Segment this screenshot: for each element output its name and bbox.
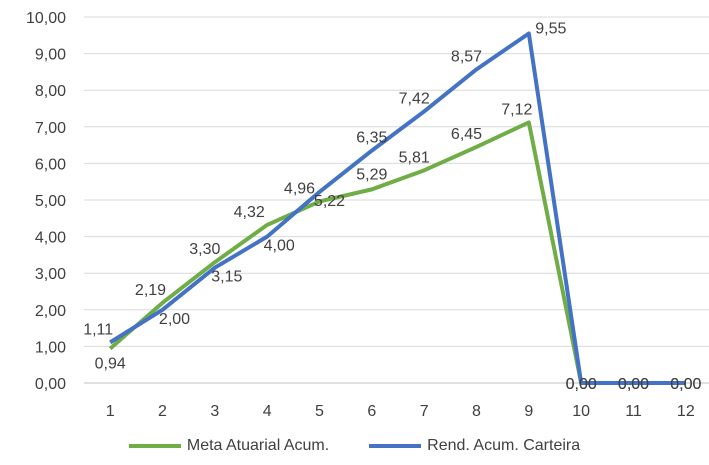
axes: 0,00 1,00 2,00 3,00 4,00 5,00 6,00 7,00 8,00 9,00… — [26, 10, 695, 420]
y-tick-label: 10,00 — [26, 10, 66, 27]
data-label: 0,00 — [566, 376, 597, 393]
data-label: 1,11 — [83, 321, 113, 338]
data-label: 5,29 — [356, 166, 387, 183]
data-label: 0,00 — [618, 376, 649, 393]
data-label: 0,94 — [95, 356, 126, 373]
x-tick-label: 5 — [315, 403, 324, 420]
legend-swatch-carteira — [369, 444, 422, 448]
line-chart: 0,00 1,00 2,00 3,00 4,00 5,00 6,00 7,00 8,00 9,00… — [26, 10, 709, 420]
data-label: 2,19 — [135, 282, 166, 299]
x-tick-label: 2 — [158, 403, 167, 420]
legend-item-meta: Meta Atuarial Acum. — [128, 437, 330, 455]
data-label: 8,57 — [451, 48, 482, 65]
data-label: 5,22 — [314, 193, 345, 210]
data-label: 0,00 — [566, 376, 597, 393]
x-tick-label: 4 — [263, 403, 272, 420]
data-label: 6,45 — [451, 126, 482, 143]
x-tick-label: 12 — [677, 403, 695, 420]
legend-label-carteira: Rend. Acum. Carteira — [427, 437, 581, 454]
data-label: 4,00 — [264, 238, 295, 255]
data-label: 5,81 — [399, 149, 430, 166]
y-tick-label: 7,00 — [35, 120, 66, 137]
data-label: 0,00 — [670, 376, 701, 393]
data-label: 7,42 — [399, 90, 430, 107]
data-label: 9,55 — [535, 20, 566, 37]
x-tick-label: 10 — [572, 403, 590, 420]
gridlines — [84, 16, 709, 384]
data-label: 0,00 — [670, 376, 701, 393]
data-label: 4,96 — [284, 180, 315, 197]
y-tick-label: 8,00 — [35, 83, 66, 100]
x-tick-label: 8 — [472, 403, 481, 420]
data-label: 7,12 — [501, 101, 532, 118]
data-label: 3,30 — [189, 241, 220, 258]
data-labels: 0,94 2,19 3,30 4,32 4,96 5,29 5,81 6,45 7,12 0,00… — [83, 20, 701, 393]
legend-swatch-meta — [128, 444, 181, 448]
legend-label-meta: Meta Atuarial Acum. — [186, 437, 330, 454]
y-tick-label: 3,00 — [35, 266, 66, 283]
y-tick-label: 0,00 — [35, 376, 66, 393]
data-label: 6,35 — [356, 130, 387, 147]
data-label: 3,15 — [211, 269, 242, 286]
x-tick-label: 6 — [367, 403, 376, 420]
x-tick-label: 11 — [625, 403, 642, 420]
series-lines — [108, 31, 686, 385]
data-label: 0,00 — [618, 376, 649, 393]
y-tick-label: 1,00 — [35, 339, 66, 356]
x-tick-label: 7 — [420, 403, 429, 420]
legend: Meta Atuarial Acum. Rend. Acum. Carteira — [0, 432, 709, 460]
data-label: 4,32 — [234, 204, 265, 221]
y-tick-label: 6,00 — [35, 156, 66, 173]
y-tick-label: 9,00 — [35, 47, 66, 64]
series-line-carteira — [109, 31, 686, 385]
data-label: 2,00 — [159, 311, 190, 328]
y-tick-label: 4,00 — [35, 230, 66, 247]
y-tick-label: 5,00 — [35, 193, 66, 210]
y-tick-label: 2,00 — [35, 303, 66, 320]
legend-item-carteira: Rend. Acum. Carteira — [369, 437, 580, 455]
x-tick-label: 9 — [524, 403, 533, 420]
x-tick-label: 1 — [106, 403, 115, 420]
x-tick-label: 3 — [210, 403, 219, 420]
